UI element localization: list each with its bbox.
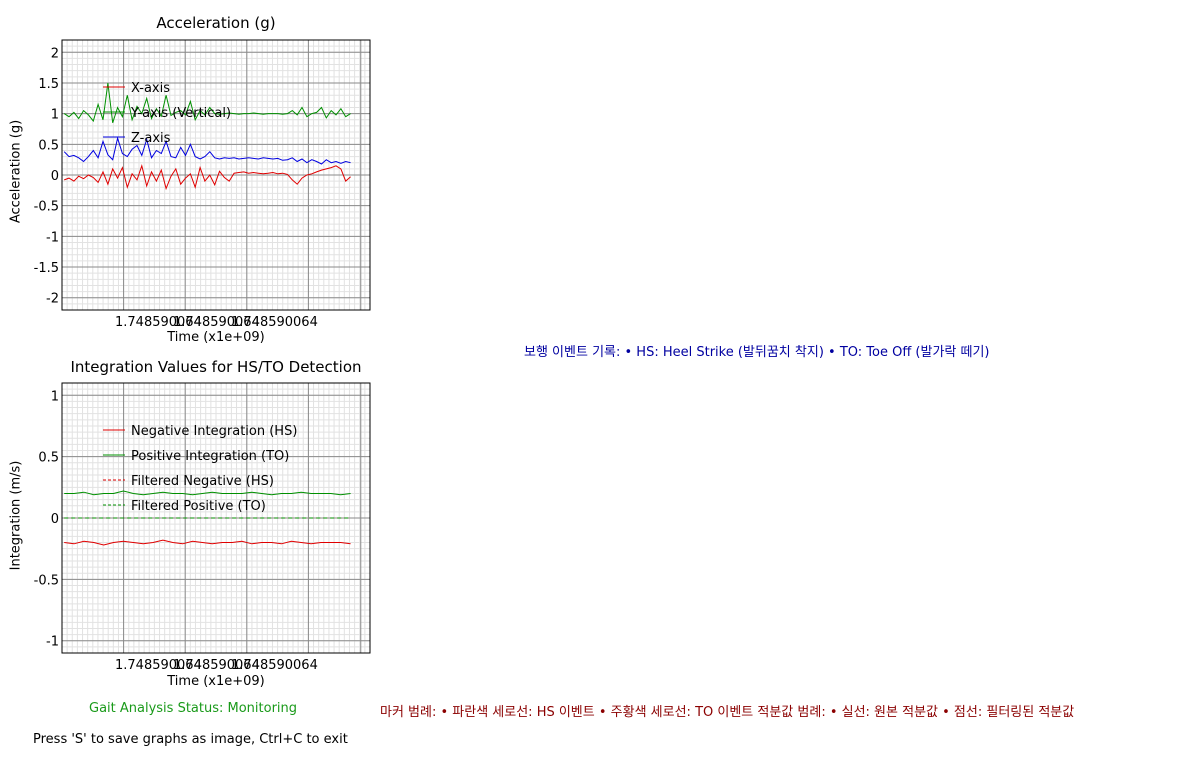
marker-legend-text: 마커 범례: • 파란색 세로선: HS 이벤트 • 주황색 세로선: TO 이… [380, 705, 1075, 720]
plot-frame [61, 39, 371, 311]
y-tick-label: 0 [51, 512, 59, 527]
legend-label: Filtered Negative (HS) [131, 474, 274, 489]
x-tick-label: 1.748590064 [173, 315, 260, 330]
y-tick-label: 0.5 [38, 138, 59, 153]
x-tick-label: 1.748590064 [231, 315, 318, 330]
series-line [63, 136, 351, 165]
x-tick-label: 1.748590064 [115, 315, 202, 330]
y-axis-label: Integration (m/s) [8, 460, 24, 571]
x-tick-label: 1.748590064 [173, 658, 260, 673]
legend-label: Y-axis (Vertical) [130, 106, 231, 121]
y-tick-label: -0.5 [34, 200, 59, 215]
legend-label: X-axis [131, 81, 170, 96]
series-line [63, 82, 351, 123]
legend-label: Z-axis [131, 131, 171, 146]
y-tick-label: 0.5 [38, 451, 59, 466]
y-tick-label: 0 [51, 169, 59, 184]
chart-title: Integration Values for HS/TO Detection [70, 358, 362, 376]
status-text: Gait Analysis Status: Monitoring [89, 701, 298, 716]
x-tick-label: 1.748590064 [115, 658, 202, 673]
y-tick-label: -1 [46, 230, 59, 245]
y-tick-label: 1 [51, 108, 59, 123]
event-log-text: 보행 이벤트 기록: • HS: Heel Strike (발뒤꿈치 착지) •… [524, 345, 990, 360]
y-tick-label: -1.5 [34, 261, 59, 276]
legend-label: Negative Integration (HS) [131, 424, 297, 439]
x-tick-label: 1.748590064 [231, 658, 318, 673]
x-axis-label: Time (x1e+09) [167, 330, 265, 345]
legend-label: Filtered Positive (TO) [131, 499, 266, 514]
y-tick-label: 1 [51, 389, 59, 404]
plot-frame [61, 382, 371, 654]
chart-title: Acceleration (g) [156, 14, 276, 32]
y-tick-label: -0.5 [34, 573, 59, 588]
y-tick-label: -1 [46, 635, 59, 650]
series-line [64, 164, 351, 191]
y-tick-label: 1.5 [38, 77, 59, 92]
y-tick-label: 2 [51, 46, 59, 61]
legend-label: Positive Integration (TO) [131, 449, 289, 464]
y-axis-label: Acceleration (g) [8, 119, 24, 224]
series-line [64, 490, 351, 496]
x-axis-label: Time (x1e+09) [167, 674, 265, 689]
y-tick-label: -2 [46, 292, 59, 307]
hint-text: Press 'S' to save graphs as image, Ctrl+… [33, 732, 348, 747]
series-line [64, 539, 351, 546]
